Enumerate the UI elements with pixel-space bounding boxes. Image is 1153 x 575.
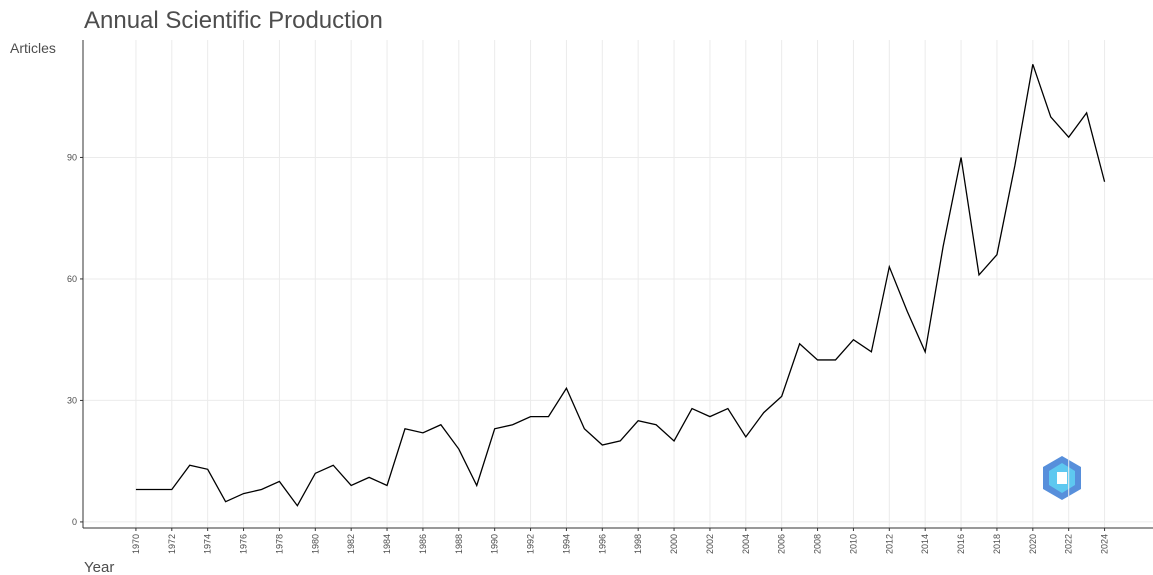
x-tick-label: 2002: [705, 534, 715, 554]
x-tick-label: 1974: [203, 534, 213, 554]
x-tick-label: 1992: [526, 534, 536, 554]
y-axis-label: Articles: [10, 40, 56, 56]
x-tick-label: 1976: [239, 534, 249, 554]
x-axis-label: Year: [84, 559, 114, 575]
x-tick-label: 2016: [956, 534, 966, 554]
x-tick-label: 2022: [1064, 534, 1074, 554]
x-tick-label: 2018: [992, 534, 1002, 554]
x-tick-label: 1998: [633, 534, 643, 554]
y-tick-label: 90: [67, 152, 77, 162]
x-tick-label: 1986: [418, 534, 428, 554]
x-tick-label: 1996: [597, 534, 607, 554]
data-line: [135, 64, 1106, 507]
watermark-logo: [1043, 456, 1081, 500]
y-tick-label: 60: [67, 274, 77, 284]
x-tick-label: 1994: [561, 534, 571, 554]
x-tick-label: 1978: [274, 534, 284, 554]
x-tick-label: 2024: [1100, 534, 1110, 554]
y-tick-label: 0: [72, 517, 77, 527]
x-tick-label: 1972: [167, 534, 177, 554]
x-tick-label: 1982: [346, 534, 356, 554]
x-tick-label: 1988: [454, 534, 464, 554]
x-tick-label: 2006: [777, 534, 787, 554]
x-tick-label: 1970: [131, 534, 141, 554]
x-tick-label: 2020: [1028, 534, 1038, 554]
x-tick-label: 1990: [490, 534, 500, 554]
x-tick-label: 1980: [310, 534, 320, 554]
x-tick-label: 1984: [382, 534, 392, 554]
x-tick-label: 2014: [920, 534, 930, 554]
y-tick-label: 30: [67, 395, 77, 405]
chart-title: Annual Scientific Production: [84, 7, 383, 34]
x-tick-label: 2000: [669, 534, 679, 554]
x-tick-label: 2004: [741, 534, 751, 554]
x-tick-label: 2008: [813, 534, 823, 554]
x-tick-label: 2010: [848, 534, 858, 554]
x-tick-label: 2012: [884, 534, 894, 554]
